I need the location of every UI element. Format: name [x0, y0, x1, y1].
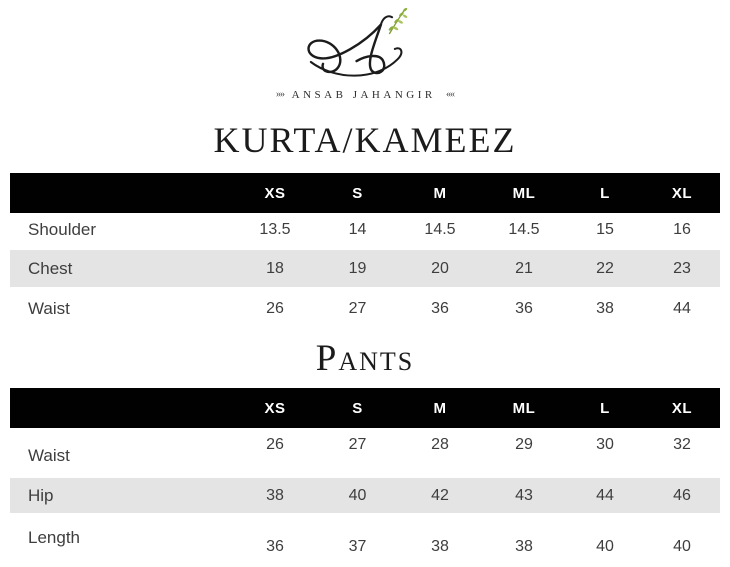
length-l: 40 — [596, 538, 614, 555]
table-row-shoulder: Shoulder 13.5 14 14.5 14.5 15 16 — [10, 213, 720, 250]
size-header-m: M — [433, 399, 447, 417]
right-arrows-ornament-icon: «« — [445, 89, 455, 100]
brand-name: ANSAB JAHANGIR — [291, 89, 436, 101]
table-row-waist-pants: Waist 26 27 28 29 30 32 — [10, 428, 720, 478]
size-header-l: L — [600, 184, 610, 202]
pants-size-table: XS S M ML L XL Waist 26 27 28 29 30 32 H… — [10, 388, 720, 567]
size-header-xl: XL — [671, 184, 693, 202]
shoulder-s: 14 — [348, 220, 367, 238]
brand-logo — [0, 0, 730, 88]
size-header-m: M — [433, 184, 447, 202]
pants-table-header-row: XS S M ML L XL — [10, 388, 720, 428]
row-label: Shoulder — [28, 219, 97, 239]
chest-l: 22 — [596, 259, 614, 277]
pants-waist-xs: 26 — [266, 436, 284, 453]
length-m: 38 — [431, 538, 449, 555]
hip-l: 44 — [596, 486, 614, 504]
table-row-waist-kurta: Waist 26 27 36 36 38 44 — [10, 287, 720, 330]
row-label: Waist — [28, 446, 70, 465]
left-arrows-ornament-icon: »» — [276, 89, 285, 100]
kurta-waist-s: 27 — [348, 299, 367, 317]
shoulder-l: 15 — [596, 220, 614, 238]
kurta-waist-xl: 44 — [673, 299, 691, 317]
pants-waist-l: 30 — [596, 436, 614, 453]
row-label: Hip — [28, 485, 54, 505]
hip-m: 42 — [431, 486, 449, 504]
table-row-hip: Hip 38 40 42 43 44 46 — [10, 478, 720, 513]
row-label: Waist — [28, 298, 70, 318]
chest-ml: 21 — [515, 259, 533, 277]
pants-waist-m: 28 — [431, 436, 449, 453]
leaf-sprig-icon — [388, 7, 408, 35]
row-label: Length — [28, 528, 80, 547]
shoulder-xl: 16 — [673, 220, 691, 238]
length-ml: 38 — [515, 538, 533, 555]
shoulder-xs: 13.5 — [259, 220, 291, 238]
kurta-waist-ml: 36 — [515, 299, 533, 317]
pants-waist-ml: 29 — [515, 436, 533, 453]
kurta-kameez-title: KURTA/KAMEEZ — [213, 120, 517, 160]
shoulder-ml: 14.5 — [508, 220, 540, 238]
size-header-s: S — [352, 399, 363, 417]
table-row-length: Length 36 37 38 38 40 40 — [10, 513, 720, 567]
kurta-waist-xs: 26 — [266, 299, 284, 317]
shoulder-m: 14.5 — [424, 220, 456, 238]
size-header-xs: XS — [264, 184, 286, 202]
kurta-table-header-row: XS S M ML L XL — [10, 173, 720, 213]
size-header-ml: ML — [512, 184, 536, 202]
row-label: Chest — [28, 258, 73, 278]
chest-s: 19 — [348, 259, 367, 277]
size-header-s: S — [352, 184, 363, 202]
size-header-l: L — [600, 399, 610, 417]
table-row-chest: Chest 18 19 20 21 22 23 — [10, 250, 720, 287]
length-xs: 36 — [266, 538, 284, 555]
kurta-waist-m: 36 — [431, 299, 449, 317]
hip-xs: 38 — [266, 486, 284, 504]
hip-ml: 43 — [515, 486, 533, 504]
hip-xl: 46 — [673, 486, 691, 504]
pants-waist-xl: 32 — [673, 436, 691, 453]
chest-xs: 18 — [266, 259, 284, 277]
length-xl: 40 — [673, 538, 691, 555]
kurta-kameez-size-table: XS S M ML L XL Shoulder 13.5 14 14.5 14.… — [10, 173, 720, 330]
pants-title: Pants — [315, 338, 415, 379]
monogram-icon — [307, 7, 408, 77]
size-header-xl: XL — [671, 399, 693, 417]
kurta-waist-l: 38 — [596, 299, 614, 317]
pants-waist-s: 27 — [348, 436, 367, 453]
length-s: 37 — [348, 538, 367, 555]
size-header-xs: XS — [264, 399, 286, 417]
size-header-ml: ML — [512, 399, 536, 417]
chest-m: 20 — [431, 259, 449, 277]
chest-xl: 23 — [673, 259, 691, 277]
hip-s: 40 — [348, 486, 367, 504]
brand-name-line: »» ANSAB JAHANGIR «« — [0, 88, 730, 104]
